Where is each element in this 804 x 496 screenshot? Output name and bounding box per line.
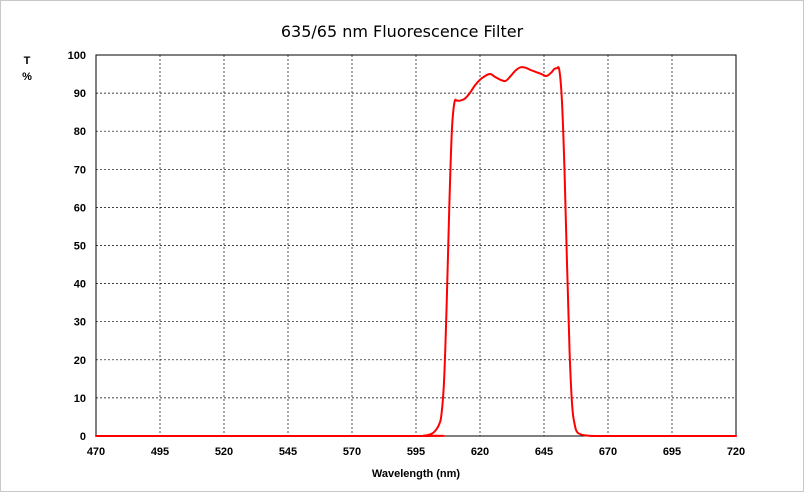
y-tick-label: 100	[68, 50, 86, 62]
y-tick-label: 0	[80, 431, 86, 443]
y-tick-label: 50	[74, 241, 86, 253]
tick-labels: 470 495 520 545 570 595 620 645 670 695 720 0 10 20 30…	[68, 50, 746, 458]
chart-title: 635/65 nm Fluorescence Filter	[281, 22, 524, 41]
series-layer	[95, 66, 737, 438]
x-tick-label: 695	[663, 446, 681, 458]
y-tick-label: 60	[74, 202, 86, 214]
y-tick-label: 20	[74, 355, 86, 367]
x-tick-label: 495	[151, 446, 169, 458]
x-tick-label: 620	[471, 446, 489, 458]
x-tick-label: 645	[535, 446, 553, 458]
y-tick-label: 40	[74, 279, 86, 291]
x-tick-label: 545	[279, 446, 297, 458]
grid	[95, 54, 737, 437]
x-tick-label: 520	[215, 446, 233, 458]
y-axis-label-percent: %	[22, 71, 32, 83]
y-tick-label: 90	[74, 88, 86, 100]
x-tick-label: 720	[727, 446, 745, 458]
x-axis-label: Wavelength (nm)	[372, 468, 461, 480]
y-tick-label: 30	[74, 317, 86, 329]
y-tick-label: 80	[74, 126, 86, 138]
x-tick-label: 670	[599, 446, 617, 458]
x-tick-label: 595	[407, 446, 425, 458]
y-axis-label-t: T	[24, 55, 31, 67]
x-tick-label: 470	[87, 446, 105, 458]
y-tick-label: 10	[74, 393, 86, 405]
y-tick-label: 70	[74, 164, 86, 176]
x-tick-label: 570	[343, 446, 361, 458]
transmission-curve	[95, 66, 737, 438]
